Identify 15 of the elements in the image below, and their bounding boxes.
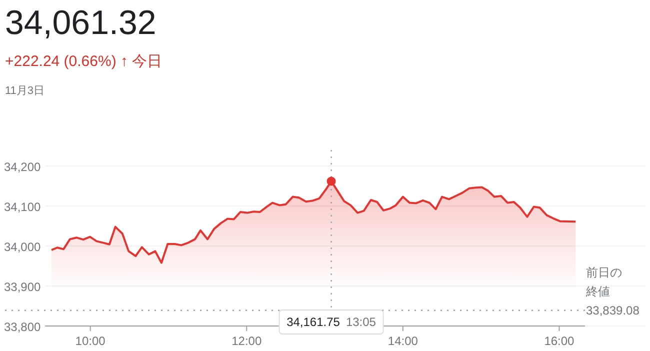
y-tick-label: 34,200 — [4, 160, 42, 174]
x-tick-label: 10:00 — [75, 334, 106, 348]
x-tick-label: 12:00 — [232, 334, 262, 348]
ref-line-label: 前日の終値 — [585, 265, 622, 298]
y-tick-label: 34,100 — [4, 200, 42, 214]
text: 33,839.08 — [586, 303, 640, 318]
y-tick-label: 33,800 — [4, 320, 42, 334]
chart-title: 34,061.32 — [5, 4, 156, 42]
y-tick-label: 33,900 — [4, 280, 42, 294]
y-tick-label: 34,000 — [4, 240, 42, 254]
x-tick-label: 16:00 — [544, 334, 575, 348]
ref-line-label: 34,161.75 13:05 — [286, 315, 376, 329]
x-tick-label: 14:00 — [388, 334, 418, 348]
text: 11月3日 — [5, 85, 45, 97]
chart-subtitle: +222.24 (0.66%) ↑ 今日 — [5, 53, 162, 70]
